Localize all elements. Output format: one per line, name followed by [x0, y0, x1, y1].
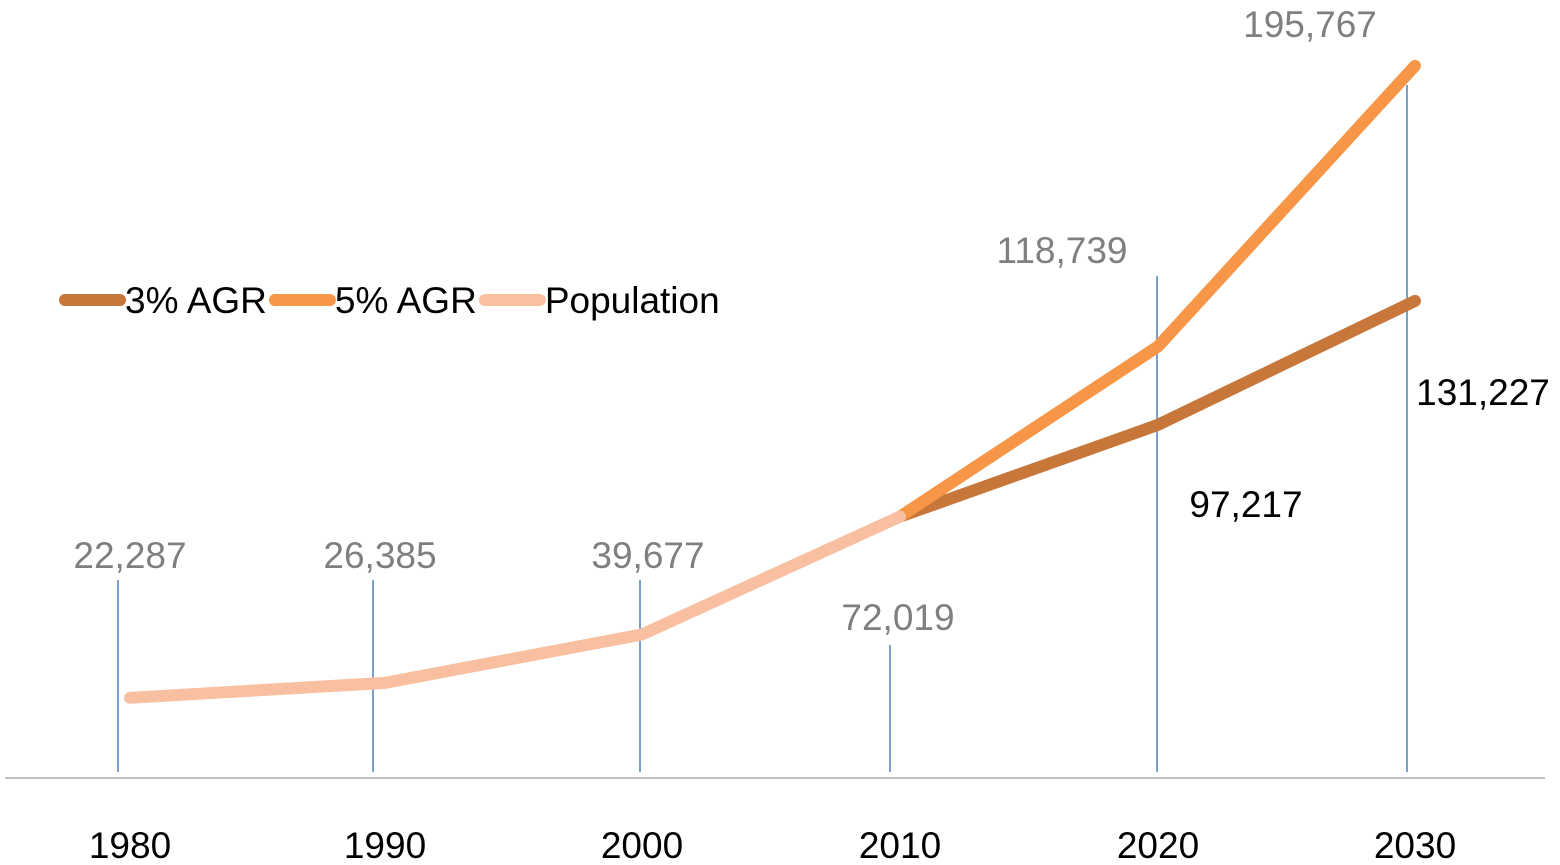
- line-series: [894, 59, 1421, 523]
- legend-label: Population: [545, 280, 720, 321]
- line-series: [894, 294, 1421, 523]
- legend-label: 5% AGR: [335, 280, 477, 321]
- x-tick-label: 2030: [1374, 825, 1456, 865]
- data-label: 131,227: [1416, 372, 1550, 413]
- data-label: 195,767: [1243, 4, 1377, 45]
- data-label: 22,287: [73, 535, 186, 576]
- x-tick-label: 2010: [859, 825, 941, 865]
- x-tick-label: 2000: [601, 825, 683, 865]
- x-tick-label: 1980: [89, 825, 171, 865]
- x-tick-label: 1990: [344, 825, 426, 865]
- x-tick-label: 2020: [1117, 825, 1199, 865]
- line-series: [124, 510, 906, 704]
- data-label: 26,385: [323, 535, 436, 576]
- data-label: 97,217: [1189, 484, 1302, 525]
- data-label: 72,019: [841, 597, 954, 638]
- legend-label: 3% AGR: [125, 280, 267, 321]
- data-label: 39,677: [591, 535, 704, 576]
- data-label: 118,739: [997, 230, 1128, 271]
